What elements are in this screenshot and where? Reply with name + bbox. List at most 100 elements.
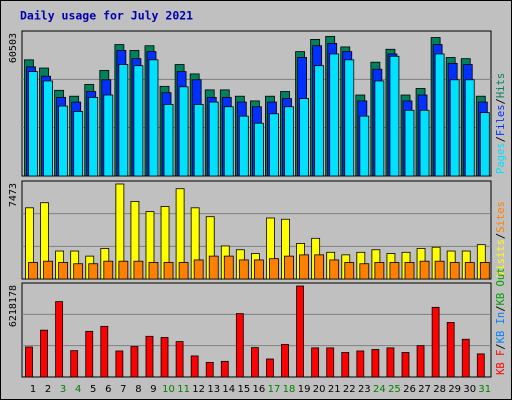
bar-kb-f-day-31 [476,353,485,378]
x-tick-label: 8 [135,384,141,395]
bar-kb-f-day-27 [416,345,425,378]
y-max-label: 60503 [8,33,19,63]
bar-sites-day-28 [434,260,445,280]
x-tick-label: 31 [478,384,491,395]
bar-pages-day-17 [269,113,279,177]
x-tick-label: 2 [45,384,51,395]
bar-sites-day-27 [419,260,430,280]
legend: Pages/Files/Hits [495,73,507,174]
bar-kb-f-day-12 [190,355,199,378]
bar-sites-day-29 [449,262,460,280]
bar-pages-day-31 [479,112,490,177]
legend-entry: Files [495,104,507,136]
legend-entry: / [495,343,507,349]
bar-pages-day-23 [359,115,370,177]
bar-kb-f-day-29 [446,322,455,378]
legend-entry: / [495,136,507,142]
bar-sites-day-11 [178,262,189,280]
bar-pages-day-12 [193,104,204,177]
bar-sites-day-20 [314,254,325,280]
bar-sites-day-9 [148,262,159,280]
legend-entry: KB Out [495,268,507,306]
bar-pages-day-14 [223,106,234,177]
legend-entry: / [495,98,507,104]
bar-pages-day-2 [43,80,53,177]
bar-pages-day-18 [284,106,294,177]
x-tick-label: 5 [90,384,96,395]
bar-kb-f-day-30 [461,338,470,378]
bar-sites-day-14 [223,255,234,280]
bar-kb-f-day-10 [160,337,169,378]
x-tick-label: 12 [192,384,205,395]
bar-pages-day-28 [434,53,445,177]
legend-entry: KB In [495,312,507,344]
x-tick-label: 27 [418,384,431,395]
bar-sites-day-26 [404,262,415,280]
bar-pages-day-13 [208,101,219,177]
legend-entry: Sites [495,201,507,233]
x-tick-label: 18 [283,384,296,395]
x-tick-label: 23 [358,384,371,395]
bar-kb-f-day-7 [115,350,124,378]
x-tick-label: 1 [30,384,36,395]
chart-title: Daily usage for July 2021 [20,9,193,23]
bar-pages-day-25 [389,55,400,177]
bar-kb-f-day-13 [205,361,214,378]
x-tick-label: 21 [328,384,341,395]
bar-pages-day-19 [299,98,309,177]
bar-sites-day-19 [299,254,309,280]
bar-kb-f-day-23 [356,350,365,378]
x-tick-label: 17 [268,384,281,395]
bar-kb-f-day-18 [281,343,289,378]
bar-kb-f-day-8 [130,346,139,378]
legend-entry: Hits [495,73,507,98]
legend: KB F/KB In/KB Out [495,268,507,376]
bar-sites-day-2 [43,260,53,280]
bar-pages-day-29 [449,79,460,177]
x-tick-label: 10 [162,384,175,395]
x-tick-label: 15 [237,384,250,395]
x-tick-label: 25 [388,384,401,395]
bar-kb-f-day-26 [401,352,410,378]
chart-panels: 60503Pages/Files/Hits7473Visits/Sites621… [8,30,507,378]
bar-kb-f-day-5 [85,330,94,378]
bar-pages-day-22 [344,59,355,177]
bar-sites-day-5 [88,263,99,280]
bar-sites-day-16 [253,259,264,280]
panel-visits-sites: 7473 Visits/Sites [8,180,507,280]
x-tick-label: 26 [403,384,416,395]
bar-pages-day-3 [58,105,69,177]
bar-kb-f-day-9 [145,335,154,378]
bar-kb-f-day-6 [100,325,109,378]
bar-kb-f-day-4 [70,350,79,378]
bar-kb-f-day-16 [250,347,259,378]
bar-pages-day-8 [133,65,144,177]
bar-pages-day-30 [464,79,475,177]
bar-pages-day-16 [253,122,264,177]
bar-sites-day-12 [193,259,204,280]
x-tick-label: 6 [105,384,111,395]
bar-kb-f-day-3 [55,301,64,378]
x-tick-label: 30 [463,384,476,395]
bar-kb-f-day-14 [220,360,229,378]
x-tick-label: 24 [373,384,386,395]
bar-kb-f-day-24 [371,349,380,378]
bar-sites-day-13 [208,255,219,280]
bar-sites-day-8 [133,260,144,280]
legend-entry: KB F [495,350,507,375]
x-tick-label: 14 [222,384,235,395]
bar-kb-f-day-11 [175,341,184,378]
bar-sites-day-1 [28,262,38,280]
bar-pages-day-5 [88,96,99,177]
bar-kb-f-day-19 [296,285,304,378]
bar-pages-day-11 [178,86,189,177]
bar-sites-day-25 [389,262,400,280]
legend-entry: / [495,233,507,239]
x-tick-label: 22 [343,384,356,395]
x-tick-label: 20 [313,384,326,395]
legend-entry: Pages [495,142,507,174]
bar-sites-day-6 [103,260,114,280]
